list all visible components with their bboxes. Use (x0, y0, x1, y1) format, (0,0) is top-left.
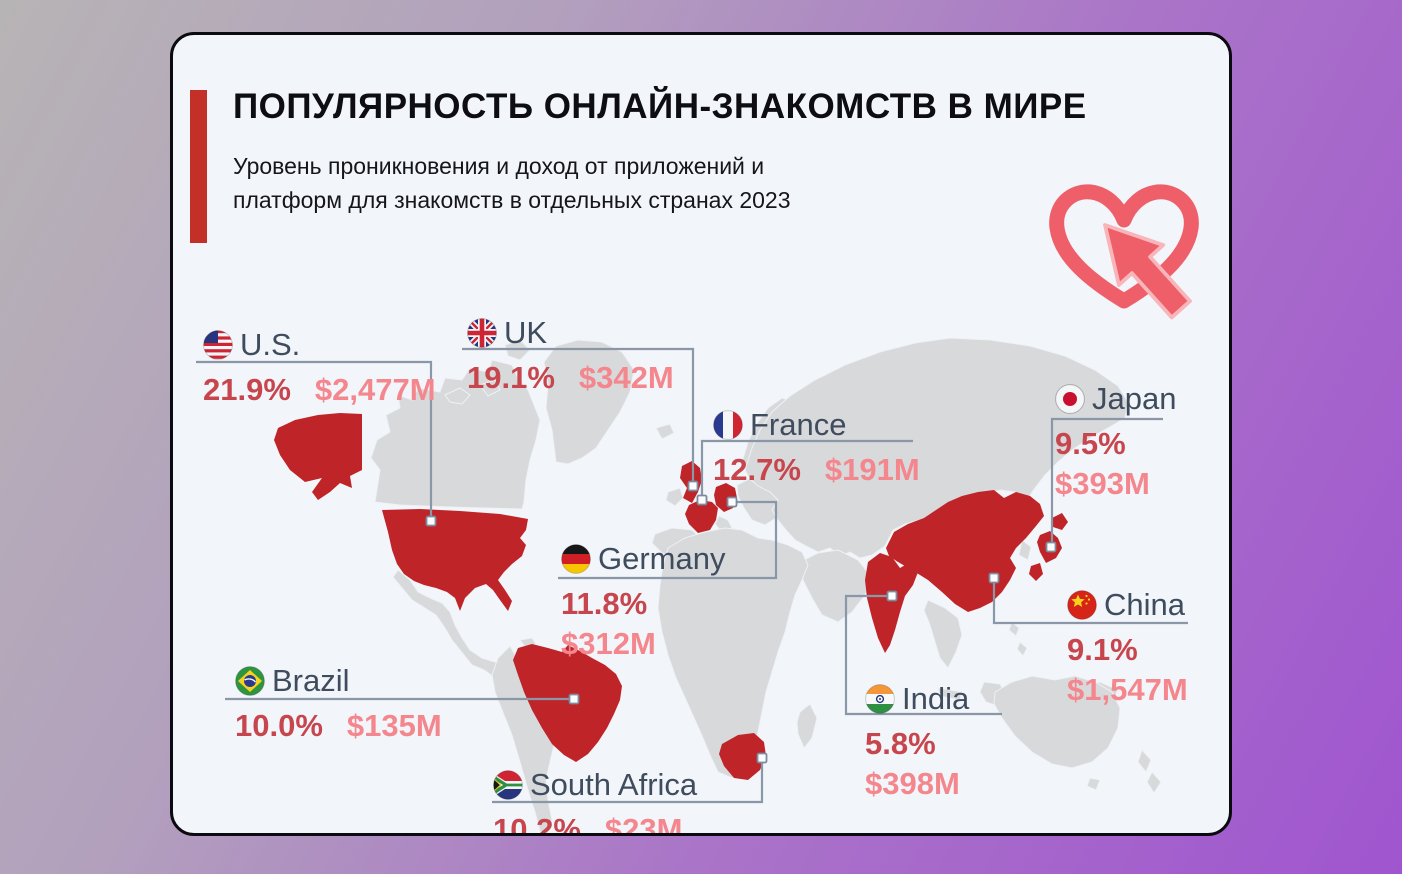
penetration-value: 10.2% (493, 812, 581, 836)
map-marker-brazil (568, 693, 580, 705)
country-name: Brazil (272, 663, 350, 698)
world-map (196, 337, 1188, 833)
country-label-china: China 9.1% $1,547M (1067, 587, 1188, 708)
penetration-value: 9.1% (1067, 632, 1138, 667)
map-highlighted-countries (274, 413, 1068, 780)
title-accent-bar (190, 90, 207, 243)
country-name: France (750, 407, 847, 442)
map-china (886, 490, 1044, 612)
penetration-value: 5.8% (865, 726, 936, 761)
france-flag-icon (713, 410, 743, 440)
revenue-value: $342M (578, 360, 674, 395)
uk-flag-icon (467, 318, 497, 348)
map-continents (370, 337, 1162, 833)
penetration-value: 9.5% (1055, 426, 1126, 461)
penetration-value: 12.7% (713, 452, 801, 487)
country-label-us: U.S. 21.9% $2,477M (203, 327, 436, 408)
revenue-value: $135M (346, 708, 442, 743)
germany-flag-icon (561, 544, 591, 574)
revenue-value: $393M (1055, 466, 1150, 501)
revenue-value: $191M (824, 452, 920, 487)
revenue-value: $398M (865, 766, 960, 801)
japan-flag-icon (1055, 384, 1085, 414)
connector-lines (196, 347, 1188, 804)
map-marker-india (886, 590, 898, 602)
penetration-value: 19.1% (467, 360, 555, 395)
country-label-south-africa: South Africa 10.2% $23M (493, 767, 698, 836)
country-label-uk: UK 19.1% $342M (467, 315, 674, 396)
revenue-value: $1,547M (1067, 672, 1188, 707)
country-name: Japan (1092, 381, 1177, 416)
south-africa-flag-icon (493, 770, 523, 800)
map-marker-us (425, 515, 437, 527)
map-marker-france (696, 494, 708, 506)
map-marker-uk (687, 480, 699, 492)
map-india (865, 553, 918, 653)
map-south-africa (719, 733, 766, 780)
map-japan (1052, 513, 1068, 530)
us-flag-icon (203, 330, 233, 360)
map-usa (382, 509, 528, 611)
map-markers (425, 480, 1057, 764)
country-label-france: France 12.7% $191M (713, 407, 920, 488)
penetration-value: 21.9% (203, 372, 291, 407)
heart-with-cursor-icon (1031, 167, 1217, 349)
country-name: South Africa (530, 767, 698, 802)
map-france (685, 500, 718, 533)
country-label-brazil: Brazil 10.0% $135M (235, 663, 442, 744)
country-name: China (1104, 587, 1185, 622)
country-name: India (902, 681, 970, 716)
subtitle-line-1: Уровень проникновения и доход от приложе… (233, 153, 765, 179)
country-name: Germany (598, 541, 726, 576)
map-marker-china (988, 572, 1000, 584)
country-name: UK (504, 315, 548, 350)
page-subtitle: Уровень проникновения и доход от приложе… (233, 149, 953, 217)
country-label-india: India 5.8% $398M (865, 681, 969, 802)
china-flag-icon (1067, 590, 1097, 620)
map-alaska (274, 413, 362, 500)
map-marker-japan (1045, 541, 1057, 553)
subtitle-line-2: платформ для знакомств в отдельных стран… (233, 187, 791, 213)
brazil-flag-icon (235, 666, 265, 696)
india-flag-icon (865, 684, 895, 714)
map-brazil (513, 644, 622, 762)
revenue-value: $312M (561, 626, 656, 661)
revenue-value: $23M (604, 812, 683, 836)
map-marker-germany (726, 496, 738, 508)
country-label-germany: Germany 11.8% $312M (561, 541, 725, 662)
penetration-value: 11.8% (561, 586, 648, 621)
country-label-japan: Japan 9.5% $393M (1055, 381, 1176, 502)
infographic-card: ПОПУЛЯРНОСТЬ ОНЛАЙН-ЗНАКОМСТВ В МИРЕ Уро… (170, 32, 1232, 836)
map-marker-south-africa (756, 752, 768, 764)
page-title: ПОПУЛЯРНОСТЬ ОНЛАЙН-ЗНАКОМСТВ В МИРЕ (233, 87, 1087, 126)
revenue-value: $2,477M (314, 372, 436, 407)
penetration-value: 10.0% (235, 708, 323, 743)
country-name: U.S. (240, 327, 301, 362)
